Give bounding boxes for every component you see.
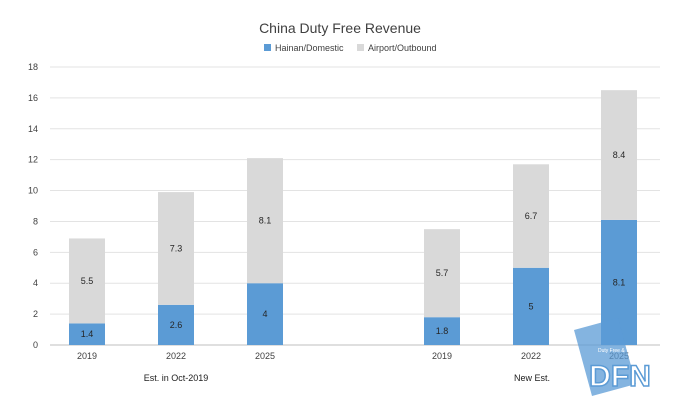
legend-label-hainan: Hainan/Domestic [275, 43, 344, 53]
legend: Hainan/Domestic Airport/Outbound [264, 43, 437, 53]
x-tick-label: 2025 [255, 351, 275, 361]
chart-title: China Duty Free Revenue [259, 20, 421, 36]
group-label-original-estimate: Est. in Oct-2019 [144, 373, 209, 383]
bar-hainan-domestic [424, 317, 460, 345]
data-label-hainan: 8.1 [613, 277, 626, 287]
data-label-airport: 8.4 [613, 150, 626, 160]
x-axis-ticks: 201920222025201920222025 [77, 351, 629, 361]
data-label-hainan: 1.8 [436, 326, 449, 336]
data-label-hainan: 4 [262, 309, 267, 319]
watermark-tagline: Duty Free & Travel Retail News [598, 348, 668, 354]
x-tick-label: 2022 [521, 351, 541, 361]
y-axis-ticks: 0 2 4 6 8 10 12 14 16 18 [28, 62, 38, 350]
bar-hainan-domestic [158, 304, 194, 345]
watermark-logo: DFN [589, 360, 651, 393]
data-label-hainan: 2.6 [170, 320, 183, 330]
dfn-watermark: Duty Free & Travel Retail News DFN [574, 318, 668, 396]
y-tick-label: 6 [33, 247, 38, 257]
data-labels: 1.4 5.5 2.6 7.3 4 8.1 1.8 5.7 5 6.7 8.1 8.4 [81, 150, 626, 339]
gridlines [50, 66, 660, 346]
y-tick-label: 10 [28, 186, 38, 196]
x-tick-label: 2019 [432, 351, 452, 361]
y-tick-label: 2 [33, 309, 38, 319]
y-tick-label: 8 [33, 216, 38, 226]
y-tick-label: 18 [28, 62, 38, 72]
bar-airport-outbound [247, 158, 283, 284]
x-tick-label: 2019 [77, 351, 97, 361]
data-label-hainan: 5 [528, 301, 533, 311]
bar-airport-outbound [424, 229, 460, 318]
y-tick-label: 12 [28, 155, 38, 165]
x-tick-label: 2022 [166, 351, 186, 361]
legend-swatch-airport [357, 44, 364, 51]
legend-swatch-hainan [264, 44, 271, 51]
bar-airport-outbound [513, 164, 549, 268]
group-label-new-estimate: New Est. [514, 373, 550, 383]
bar-hainan-domestic [513, 267, 549, 345]
data-label-airport: 5.5 [81, 276, 94, 286]
y-tick-label: 16 [28, 93, 38, 103]
data-label-airport: 7.3 [170, 243, 183, 253]
bar-hainan-domestic [247, 283, 283, 345]
data-label-hainan: 1.4 [81, 329, 94, 339]
watermark-shape [574, 318, 636, 396]
data-label-airport: 5.7 [436, 268, 449, 278]
data-label-airport: 6.7 [525, 211, 538, 221]
y-tick-label: 4 [33, 278, 38, 288]
bar-airport-outbound [601, 90, 637, 220]
bars [69, 90, 637, 345]
bar-airport-outbound [158, 192, 194, 305]
bar-hainan-domestic [69, 323, 105, 345]
legend-label-airport: Airport/Outbound [368, 43, 437, 53]
y-tick-label: 0 [33, 340, 38, 350]
data-label-airport: 8.1 [259, 216, 272, 226]
y-tick-label: 14 [28, 124, 38, 134]
bar-airport-outbound [69, 238, 105, 324]
